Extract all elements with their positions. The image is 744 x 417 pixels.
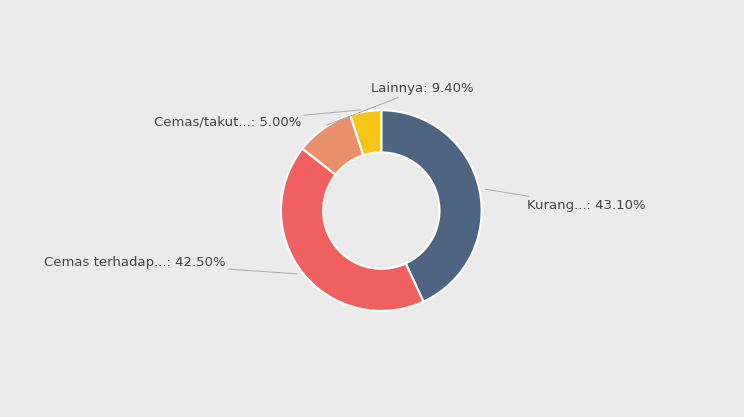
Wedge shape	[302, 115, 363, 175]
Wedge shape	[281, 148, 423, 311]
Text: Cemas/takut...: 5.00%: Cemas/takut...: 5.00%	[154, 110, 361, 129]
Text: Cemas terhadap...: 42.50%: Cemas terhadap...: 42.50%	[44, 256, 297, 274]
Text: Lainnya: 9.40%: Lainnya: 9.40%	[327, 82, 474, 125]
Wedge shape	[350, 110, 382, 155]
Text: Kurang...: 43.10%: Kurang...: 43.10%	[485, 189, 645, 212]
Wedge shape	[381, 110, 481, 301]
